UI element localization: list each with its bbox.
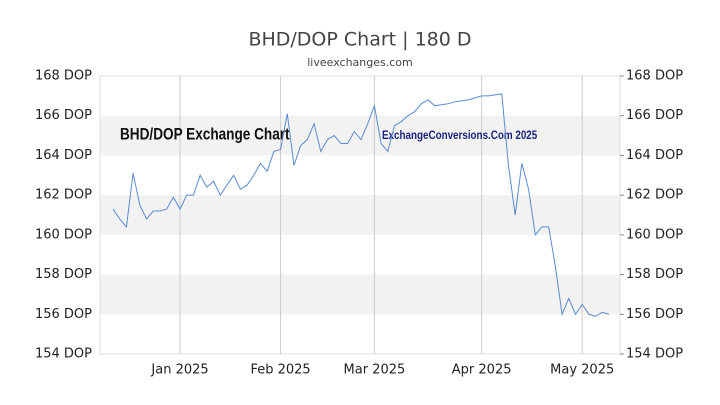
x-tick-label: Feb 2025 bbox=[250, 363, 310, 378]
y2-tick-label: 160 DOP bbox=[626, 227, 683, 242]
y-tick-label: 156 DOP bbox=[35, 307, 92, 322]
grid-band bbox=[100, 115, 620, 156]
y-tick-label: 162 DOP bbox=[35, 188, 92, 203]
x-tick-label: Apr 2025 bbox=[452, 363, 512, 378]
y-tick-label: 168 DOP bbox=[35, 69, 92, 84]
y2-tick-label: 168 DOP bbox=[626, 69, 683, 84]
chart-subtitle: liveexchanges.com bbox=[307, 56, 412, 69]
y2-tick-label: 164 DOP bbox=[626, 148, 683, 163]
annotation: BHD/DOP Exchange Chart bbox=[120, 125, 290, 144]
grid-band bbox=[100, 195, 620, 235]
x-tick-label: Jan 2025 bbox=[150, 363, 208, 378]
y-tick-label: 154 DOP bbox=[35, 347, 92, 362]
x-tick-label: Mar 2025 bbox=[344, 363, 406, 378]
y2-tick-label: 156 DOP bbox=[626, 307, 683, 322]
y-tick-label: 160 DOP bbox=[35, 227, 92, 242]
y2-tick-label: 158 DOP bbox=[626, 267, 683, 282]
y2-tick-label: 154 DOP bbox=[626, 347, 683, 362]
plot-frame bbox=[99, 75, 621, 355]
x-tick-label: May 2025 bbox=[550, 363, 614, 378]
annotation: ExchangeConversions.Com 2025 bbox=[382, 129, 537, 142]
y2-tick-label: 162 DOP bbox=[626, 188, 683, 203]
y-tick-label: 158 DOP bbox=[35, 267, 92, 282]
data-line bbox=[112, 93, 610, 317]
chart-title: BHD/DOP Chart | 180 D bbox=[248, 29, 471, 51]
y-tick-label: 166 DOP bbox=[35, 108, 92, 123]
y2-tick-label: 166 DOP bbox=[626, 108, 683, 123]
y-tick-label: 164 DOP bbox=[35, 148, 92, 163]
grid-band bbox=[100, 274, 620, 315]
